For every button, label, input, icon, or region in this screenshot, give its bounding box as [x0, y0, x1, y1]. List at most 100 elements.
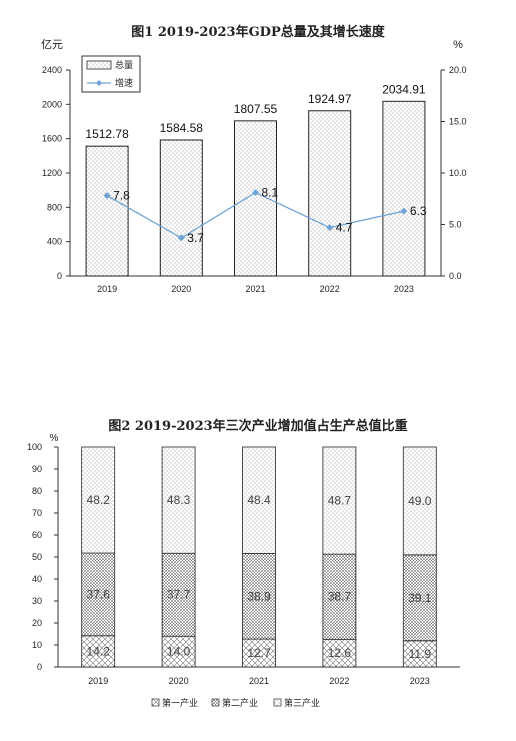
right-tick-label: 0.0: [449, 271, 462, 281]
x-tick-label: 2020: [169, 676, 189, 686]
tertiary-industry-label: 48.2: [87, 493, 111, 507]
primary-industry-segment: [81, 635, 116, 668]
y-tick-label: 20: [32, 618, 42, 628]
secondary-industry-segment: [81, 552, 116, 637]
primary-industry-label: 14.2: [87, 644, 111, 658]
growth-label: 8.1: [262, 186, 279, 200]
secondary-industry-label: 39.1: [408, 591, 432, 605]
tertiary-industry-segment: [81, 446, 116, 554]
growth-label: 7.8: [113, 189, 130, 203]
tertiary-industry-label: 49.0: [408, 494, 432, 508]
left-tick-label: 1600: [42, 134, 62, 144]
legend-label-tertiary: 第三产业: [284, 697, 320, 708]
legend-label-total: 总量: [115, 59, 133, 70]
y-tick-label: 40: [32, 574, 42, 584]
chart1-left-axis-unit: 亿元: [41, 38, 63, 51]
y-tick-label: 80: [32, 486, 42, 496]
gdp-bar-label: 2034.91: [382, 82, 426, 96]
left-tick-label: 1200: [42, 168, 62, 178]
primary-industry-segment: [161, 635, 196, 668]
gdp-bar-label: 1584.58: [160, 121, 204, 135]
x-tick-label: 2023: [410, 676, 430, 686]
gdp-bar-label: 1924.97: [308, 92, 352, 106]
gdp-bar-label: 1807.55: [234, 102, 278, 116]
legend-swatch-marker: [96, 80, 102, 86]
right-tick-label: 10.0: [449, 168, 467, 178]
gdp-bar: [159, 139, 203, 277]
chart1-plot: 0 400 800 1200 1600 2000 2400 0.0 5.0 10.0 15.0 20.…: [42, 55, 467, 294]
right-tick-label: 5.0: [449, 220, 462, 230]
growth-point: [177, 234, 185, 242]
legend-label-primary: 第一产业: [162, 697, 198, 708]
secondary-industry-segment: [161, 552, 196, 637]
x-tick-label: 2022: [320, 284, 340, 294]
x-tick-label: 2021: [245, 284, 265, 294]
chart1-title: 图1 2019-2023年GDP总量及其增长速度: [131, 24, 385, 40]
y-tick-label: 90: [32, 464, 42, 474]
gdp-bar: [85, 145, 129, 277]
growth-point: [103, 192, 111, 200]
secondary-industry-segment: [322, 553, 357, 640]
growth-label: 3.7: [187, 231, 204, 245]
y-tick-label: 10: [32, 640, 42, 650]
growth-point: [252, 189, 259, 197]
secondary-industry-label: 38.7: [328, 590, 352, 604]
x-tick-label: 2020: [171, 284, 191, 294]
y-tick-label: 0: [37, 662, 42, 672]
primary-industry-label: 12.7: [247, 646, 271, 660]
legend-swatch-secondary: [211, 698, 220, 707]
secondary-industry-segment: [242, 553, 276, 640]
tertiary-industry-segment: [161, 446, 196, 554]
gdp-bar: [234, 120, 277, 277]
right-tick-label: 15.0: [449, 117, 467, 127]
tertiary-industry-segment: [402, 446, 437, 556]
left-tick-label: 400: [47, 237, 62, 247]
gdp-bar: [308, 110, 352, 277]
chart2-legend: 第一产业 第二产业 第三产业: [151, 697, 320, 708]
y-tick-label: 100: [27, 442, 42, 452]
primary-industry-label: 12.6: [328, 646, 352, 660]
primary-industry-label: 11.9: [409, 647, 432, 661]
chart2-plot: 0 10 20 30 40 50 60 70 80 90 100 14.2 37.6 48.2 2019 14…: [27, 442, 460, 708]
secondary-industry-label: 38.9: [247, 589, 271, 603]
chart2-title: 图2 2019-2023年三次产业增加值占生产总值比重: [108, 418, 407, 434]
chart2-axis-unit: %: [50, 433, 59, 444]
left-tick-label: 2400: [42, 65, 62, 75]
y-tick-label: 70: [32, 508, 42, 518]
secondary-industry-label: 37.7: [167, 588, 191, 602]
primary-industry-segment: [242, 638, 276, 668]
legend-swatch-bar: [86, 60, 112, 70]
left-tick-label: 800: [47, 202, 62, 212]
x-tick-label: 2021: [249, 676, 269, 686]
primary-industry-label: 14.0: [167, 645, 191, 659]
left-tick-label: 0: [57, 271, 62, 281]
tertiary-industry-segment: [242, 446, 276, 554]
legend-swatch-primary: [151, 698, 160, 707]
legend-label-secondary: 第二产业: [222, 697, 258, 708]
gdp-bar: [382, 100, 426, 277]
legend-label-growth: 增速: [115, 77, 133, 88]
primary-industry-segment: [322, 638, 357, 668]
y-tick-label: 50: [32, 552, 42, 562]
left-tick-label: 2000: [42, 99, 62, 109]
growth-label: 4.7: [336, 221, 353, 235]
legend-swatch-tertiary: [273, 698, 282, 707]
growth-point: [400, 207, 408, 215]
tertiary-industry-label: 48.4: [247, 493, 271, 507]
y-tick-label: 30: [32, 596, 42, 606]
growth-label: 6.3: [410, 204, 427, 218]
chart1-right-axis-unit: %: [453, 39, 463, 51]
tertiary-industry-segment: [322, 446, 357, 555]
growth-point: [326, 224, 334, 232]
x-tick-label: 2019: [97, 284, 117, 294]
x-tick-label: 2022: [329, 676, 349, 686]
gdp-bar-label: 1512.78: [85, 127, 129, 141]
right-tick-label: 20.0: [449, 65, 467, 75]
x-tick-label: 2023: [394, 284, 414, 294]
secondary-industry-label: 37.6: [87, 587, 111, 601]
tertiary-industry-label: 48.7: [328, 494, 352, 508]
y-tick-label: 60: [32, 530, 42, 540]
